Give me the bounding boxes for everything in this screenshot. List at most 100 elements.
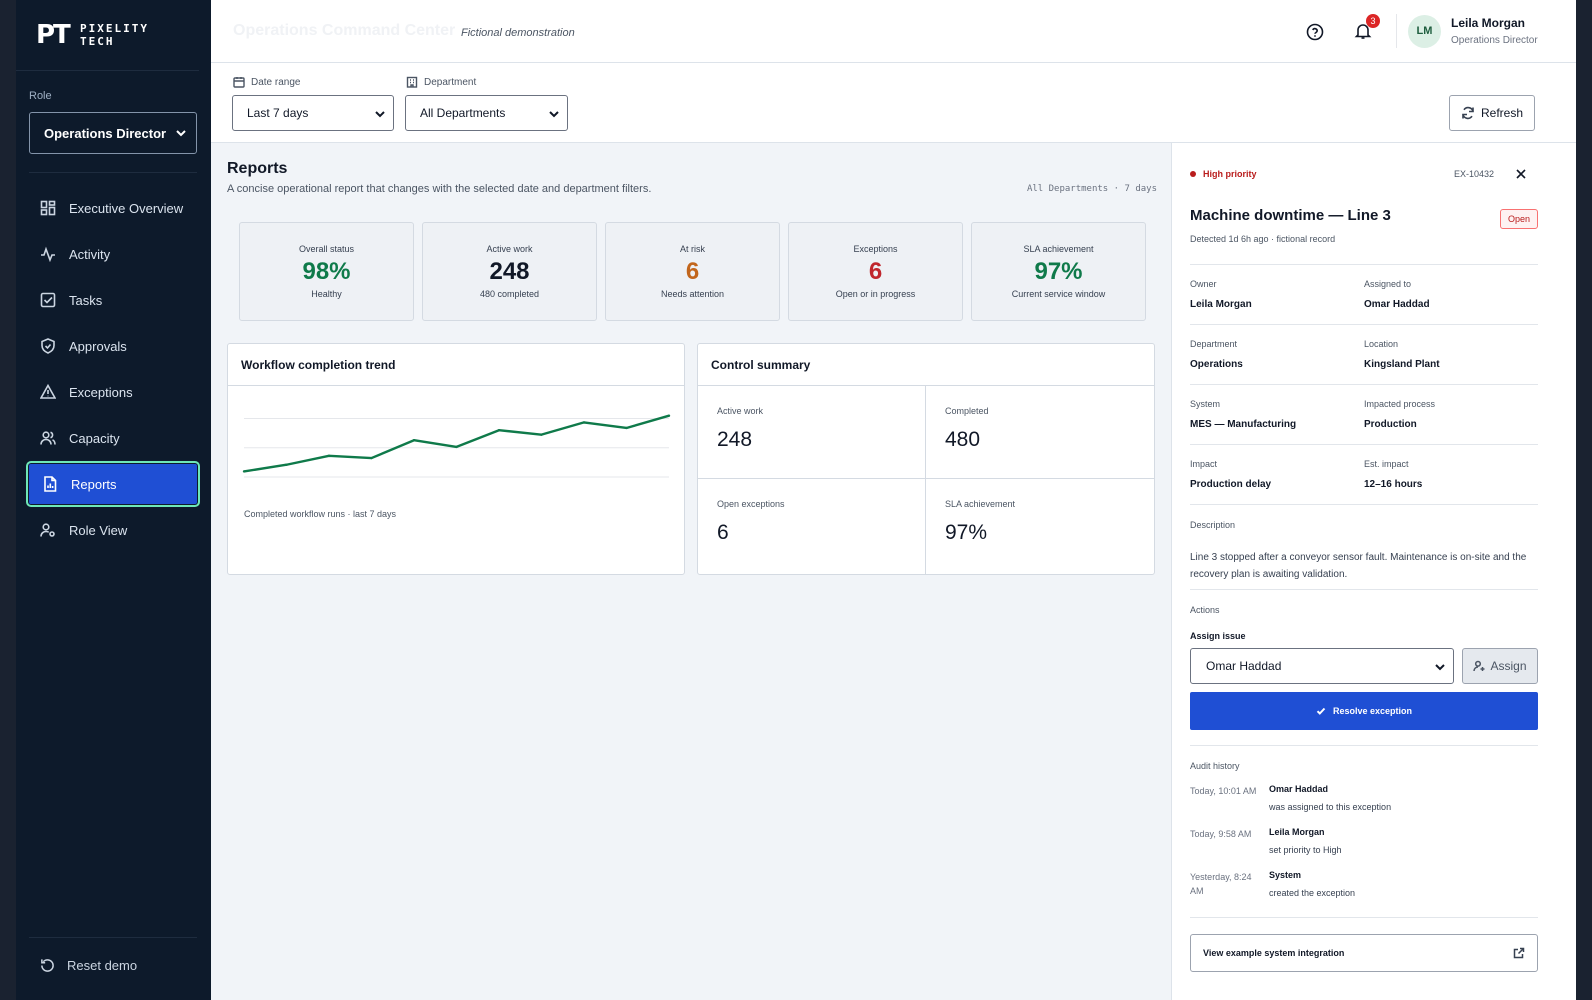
user-gear-icon	[40, 523, 55, 537]
trend-panel-title: Workflow completion trend	[228, 344, 684, 386]
role-select[interactable]: Operations Director	[29, 112, 197, 154]
priority-label: High priority	[1203, 169, 1257, 179]
bell-icon[interactable]	[1354, 22, 1372, 40]
field-value-impact: Production delay	[1190, 479, 1272, 490]
trend-point	[667, 414, 671, 417]
help-icon[interactable]	[1306, 23, 1324, 41]
kpi-card-at-risk: At risk 6 Needs attention	[605, 222, 780, 321]
check-icon	[1316, 707, 1326, 715]
sidebar-item-activity[interactable]: Activity	[26, 231, 200, 277]
trend-point	[625, 426, 628, 430]
sidebar-item-label: Exceptions	[69, 384, 133, 400]
resolve-exception-button[interactable]: Resolve exception	[1190, 692, 1538, 730]
field-label-location: Location	[1364, 339, 1399, 349]
main-area: Operations Command Center Fictional demo…	[211, 0, 1576, 1000]
actions-label: Actions	[1190, 605, 1220, 615]
sidebar-item-capacity[interactable]: Capacity	[26, 415, 200, 461]
user-role: Operations Director	[1451, 35, 1538, 46]
user-plus-icon	[1473, 660, 1485, 672]
logo-line-1: PIXELITY	[80, 22, 149, 35]
calendar-icon	[233, 77, 245, 88]
trend-point	[327, 454, 331, 458]
sidebar-item-role-view[interactable]: Role View	[26, 507, 200, 553]
kpi-subtext: Needs attention	[660, 289, 725, 299]
field-label-est-impact: Est. impact	[1364, 459, 1409, 469]
description-label: Description	[1190, 520, 1236, 530]
sidebar-item-reports[interactable]: Reports	[26, 461, 200, 507]
sidebar-item-label: Capacity	[69, 430, 120, 446]
role-select-value: Operations Director	[44, 125, 167, 141]
assignee-select[interactable]: Omar Haddad	[1190, 648, 1454, 684]
brand-logo[interactable]: PT PIXELITY TECH	[16, 0, 199, 71]
chevron-down-icon	[176, 130, 186, 137]
kpi-value: 248	[489, 258, 530, 285]
date-range-label-text: Date range	[251, 76, 301, 88]
trend-point	[540, 433, 543, 436]
sidebar-item-label: Role View	[69, 522, 128, 538]
audit-actor: Leila Morgan	[1269, 827, 1325, 837]
trend-point	[285, 463, 288, 466]
trend-chart	[242, 414, 671, 478]
kpi-card-sla-achievement: SLA achievement 97% Current service wind…	[971, 222, 1146, 321]
assign-button[interactable]: Assign	[1462, 648, 1538, 684]
refresh-button[interactable]: Refresh	[1449, 95, 1535, 131]
control-summary-title: Control summary	[698, 344, 1154, 386]
avatar[interactable]: LM	[1408, 15, 1441, 48]
user-name: Leila Morgan	[1451, 16, 1526, 30]
department-select[interactable]: All Departments	[405, 95, 568, 131]
audit-actor: System	[1269, 870, 1302, 880]
kpi-subtext: Healthy	[311, 289, 342, 299]
control-summary-grid: Active work 248 Completed 480 Open excep…	[698, 386, 1154, 574]
control-cell-active-work: Active work 248	[698, 386, 926, 479]
control-cell-value: 248	[717, 428, 753, 451]
date-range-value: Last 7 days	[247, 106, 309, 120]
control-cell-value: 97%	[945, 521, 988, 544]
field-value-department: Operations	[1190, 359, 1243, 370]
field-label-department: Department	[1190, 339, 1238, 349]
exception-title: Machine downtime — Line 3	[1190, 207, 1391, 224]
control-cell-completed: Completed 480	[926, 386, 1154, 479]
header-divider	[1396, 14, 1397, 48]
refresh-label: Refresh	[1480, 106, 1524, 120]
detail-divider	[1190, 324, 1538, 325]
kpi-subtext: 480 completed	[479, 289, 540, 299]
exception-meta: Detected 1d 6h ago · fictional record	[1190, 234, 1336, 244]
view-integration-link[interactable]: View example system integration	[1190, 934, 1538, 972]
field-value-est-impact: 12–16 hours	[1364, 479, 1423, 490]
date-range-select[interactable]: Last 7 days	[232, 95, 394, 131]
status-badge: Open	[1500, 209, 1538, 229]
warning-icon	[40, 384, 56, 399]
field-value-impacted-process: Production	[1364, 419, 1417, 430]
field-value-assigned-to: Omar Haddad	[1364, 299, 1430, 310]
sidebar-item-tasks[interactable]: Tasks	[26, 277, 200, 323]
detail-divider	[1190, 444, 1538, 445]
sidebar-item-label: Activity	[69, 246, 111, 262]
exception-id: EX-10432	[1454, 169, 1495, 179]
trend-point	[497, 429, 501, 432]
field-value-owner: Leila Morgan	[1190, 299, 1252, 310]
sidebar-item-approvals[interactable]: Approvals	[26, 323, 200, 369]
sidebar-item-label: Executive Overview	[69, 200, 184, 216]
kpi-card-exceptions: Exceptions 6 Open or in progress	[788, 222, 963, 321]
reset-demo-button[interactable]: Reset demo	[40, 958, 137, 973]
audit-action: was assigned to this exception	[1269, 802, 1392, 812]
close-icon[interactable]	[1515, 168, 1527, 180]
kpi-card-overall-status: Overall status 98% Healthy	[239, 222, 414, 321]
sidebar-item-exceptions[interactable]: Exceptions	[26, 369, 200, 415]
grid-icon	[40, 200, 56, 216]
trend-panel: Workflow completion trend Completed work…	[227, 343, 685, 575]
view-integration-label: View example system integration	[1203, 948, 1345, 958]
filter-context: All Departments · 7 days	[1026, 184, 1157, 194]
field-value-location: Kingsland Plant	[1364, 359, 1440, 370]
checkbox-icon	[40, 292, 56, 308]
refresh-icon	[1462, 106, 1474, 120]
sidebar-item-label: Reports	[71, 476, 117, 492]
detail-divider	[1190, 745, 1538, 746]
audit-time: Yesterday, 8:24 AM	[1190, 872, 1252, 896]
field-label-impact: Impact	[1190, 459, 1218, 469]
department-label: Department	[406, 76, 476, 88]
report-icon	[44, 476, 57, 492]
sidebar-item-executive-overview[interactable]: Executive Overview	[26, 185, 200, 231]
users-icon	[40, 431, 56, 445]
kpi-subtext: Open or in progress	[835, 289, 916, 299]
